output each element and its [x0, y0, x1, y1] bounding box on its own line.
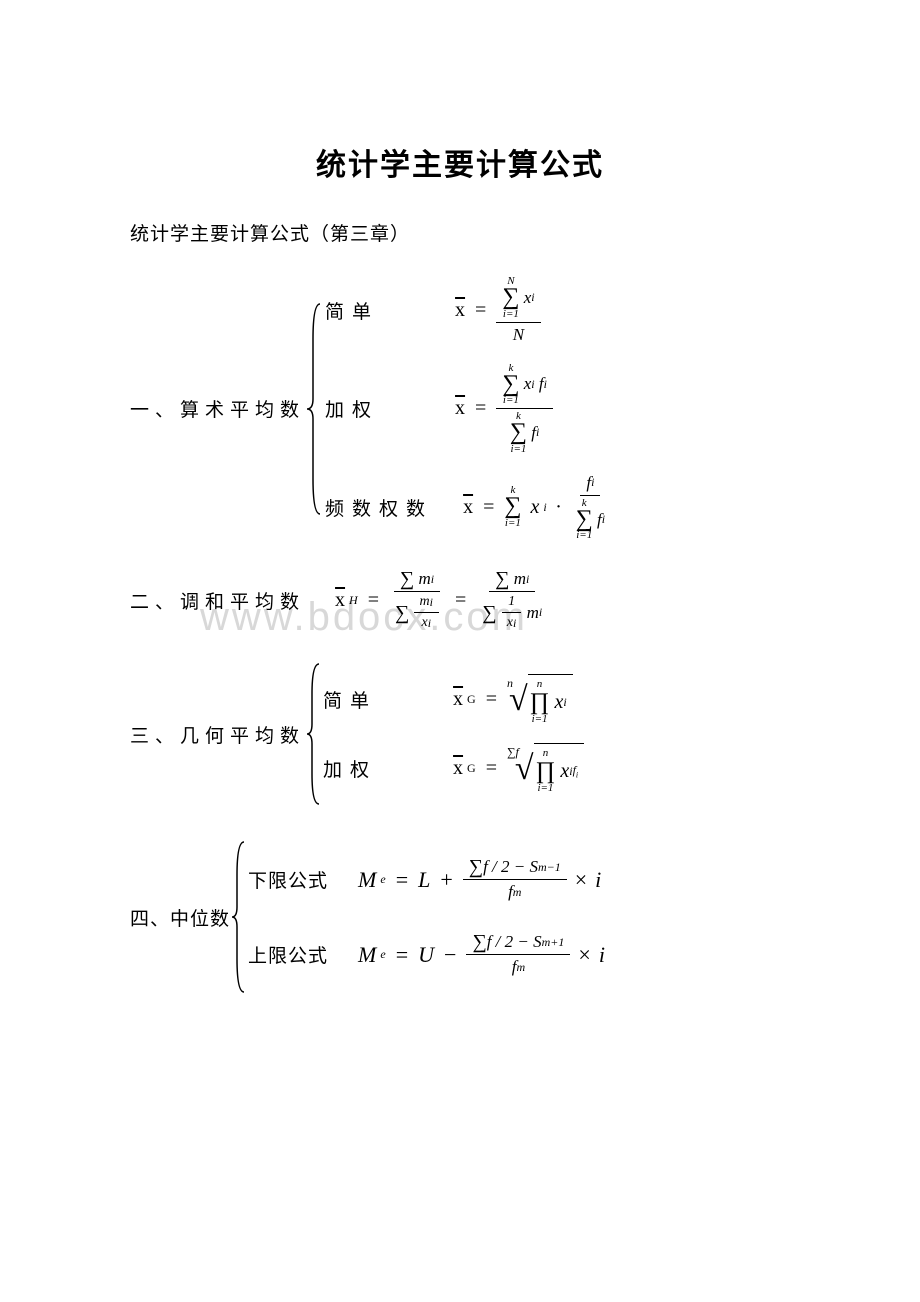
- formula-math: x= N∑i=1 xi N: [455, 276, 541, 345]
- formula-upper: 上限公式 Me=U− ∑f / 2 − Sm+1 fm ×i: [248, 932, 605, 977]
- section-geometric-mean: 三、几何平均数 简单 xG= n √ n∏i=1 xi: [130, 659, 790, 809]
- formula-math: xG= ∑f √ n∏i=1 xifi: [453, 743, 584, 794]
- formula-math: x= k∑i=1 xi · fi k∑i=1 fi: [463, 473, 611, 542]
- formula-math: Me=U− ∑f / 2 − Sm+1 fm ×i: [358, 932, 605, 977]
- brace-icon: [230, 837, 248, 997]
- section-label: 二、调和平均数: [130, 587, 305, 614]
- section-label: 一、算术平均数: [130, 395, 305, 422]
- formula-math: xG= n √ n∏i=1 xi: [453, 674, 573, 725]
- formula-weighted: 加权 x= k∑i=1 xi fi k∑i=1 fi: [325, 363, 611, 455]
- formula-simple: 简单 xG= n √ n∏i=1 xi: [323, 674, 584, 725]
- formula-simple: 简单 x= N∑i=1 xi N: [325, 276, 611, 345]
- formula-math: x= k∑i=1 xi fi k∑i=1 fi: [455, 363, 553, 455]
- section-arithmetic-mean: 一、算术平均数 简单 x= N∑i=1 xi N: [130, 276, 790, 541]
- variant-label: 简单: [325, 297, 425, 324]
- section-label: 三、几何平均数: [130, 721, 305, 748]
- variant-label: 下限公式: [248, 866, 338, 893]
- brace-icon: [305, 299, 325, 519]
- formula-lower: 下限公式 Me=L+ ∑f / 2 − Sm−1 fm ×i: [248, 857, 605, 902]
- section-median: 四、中位数 下限公式 Me=L+ ∑f / 2 − Sm−1 fm ×i 上限公…: [130, 837, 790, 997]
- section-label: 四、中位数: [130, 904, 230, 931]
- section-harmonic-mean: 二、调和平均数 xH= ∑ mi ∑ mi xi = ∑ mi ∑ 1: [130, 569, 790, 631]
- formula-group: 下限公式 Me=L+ ∑f / 2 − Sm−1 fm ×i 上限公式 Me=U…: [248, 857, 605, 977]
- page-subtitle: 统计学主要计算公式（第三章）: [130, 219, 790, 246]
- variant-label: 简单: [323, 686, 423, 713]
- formula-weighted: 加权 xG= ∑f √ n∏i=1 xifi: [323, 743, 584, 794]
- brace-icon: [305, 659, 323, 809]
- formula-math: Me=L+ ∑f / 2 − Sm−1 fm ×i: [358, 857, 601, 902]
- variant-label: 加权: [323, 755, 423, 782]
- formula-frequency: 频数权数 x= k∑i=1 xi · fi k∑i=1 fi: [325, 473, 611, 542]
- variant-label: 上限公式: [248, 941, 338, 968]
- formula-group: 简单 xG= n √ n∏i=1 xi 加权 xG=: [323, 674, 584, 794]
- page-title: 统计学主要计算公式: [130, 140, 790, 184]
- variant-label: 加权: [325, 395, 425, 422]
- formula-group: 简单 x= N∑i=1 xi N 加权 x=: [325, 276, 611, 541]
- formula-math: xH= ∑ mi ∑ mi xi = ∑ mi ∑ 1 xi: [335, 569, 548, 631]
- variant-label: 频数权数: [325, 494, 433, 521]
